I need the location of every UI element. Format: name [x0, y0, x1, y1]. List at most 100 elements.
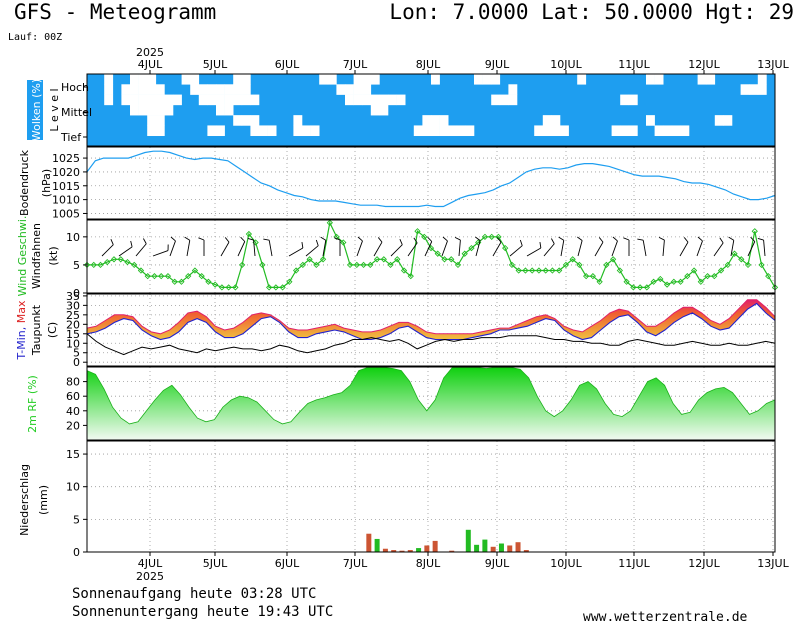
wind-barb-tick [247, 237, 254, 241]
cloud-gap-cell [370, 94, 380, 106]
cloud-gap-cell [413, 125, 423, 137]
rh-ylabel: 2m RF (%) [26, 375, 39, 433]
wind-barb-tick [413, 237, 418, 244]
precip-bar [391, 550, 397, 552]
cloud-gap-cell [370, 74, 380, 85]
wind-barb-tick [658, 237, 665, 241]
cloud-gap-cell [224, 94, 234, 106]
cloud-gap-cell [259, 125, 268, 137]
cloud-gap-cell [714, 115, 724, 126]
wind-barb [220, 241, 230, 257]
wind-speed-marker [677, 278, 684, 285]
wind-speed-marker [414, 228, 421, 235]
temperature-range-fill [87, 299, 775, 340]
cloud-gap-cell [482, 74, 492, 85]
wind-speed-marker [515, 267, 522, 274]
cloud-gap-cell [474, 74, 483, 85]
precip-bar [382, 548, 388, 552]
bottom-day-label: 5JUL [203, 557, 228, 570]
bottom-day-label: 10JUL [550, 557, 582, 570]
wind-barb [747, 241, 756, 257]
cloud-gap-cell [456, 125, 466, 137]
wind-speed-marker [650, 278, 657, 285]
wind-speed-marker [475, 239, 482, 246]
top-year-label: 2025 [136, 46, 164, 59]
wind-barb [356, 240, 363, 257]
top-day-label: 8JUL [416, 58, 441, 71]
wind-barb [475, 240, 481, 257]
wind-barb-tick [357, 236, 363, 242]
precip-conv-bar [416, 548, 422, 552]
cloud-gap-cell [130, 104, 139, 116]
cloud-gap-cell [241, 74, 251, 85]
wind-barb-tick [320, 236, 327, 241]
cloud-gap-cell [293, 115, 303, 126]
tmax-label-part: Max [15, 300, 28, 327]
cloud-gap-cell [646, 115, 655, 126]
panel-frame [86, 293, 776, 367]
wind-speed-marker [286, 278, 293, 285]
wind-barb [101, 244, 114, 257]
wind-barb [611, 240, 618, 257]
cloud-gap-cell [216, 84, 225, 95]
precip-bar [366, 533, 372, 552]
cloud-gap-cell [233, 115, 243, 126]
wind-speed-marker [164, 273, 172, 280]
cloud-gap-cell [379, 104, 389, 116]
wind-speed-marker [178, 278, 185, 285]
y-tick-label: 15 [66, 448, 80, 461]
cloud-gap-cell [345, 94, 354, 106]
wind-barb [594, 241, 604, 257]
wind-speed-marker [131, 261, 138, 269]
temperature-unit: (C) [46, 322, 59, 338]
wind-speed-marker [279, 284, 286, 291]
cloud-gap-cell [439, 115, 449, 126]
wind-barb [763, 240, 766, 257]
wind-unit: (kt) [47, 246, 60, 265]
panel-frame [86, 440, 776, 553]
wind-speed-marker [468, 244, 475, 252]
wind-barb [135, 243, 147, 257]
cloud-gap-cell [216, 125, 225, 137]
cloud-gap-cell [757, 74, 767, 85]
wind-barb [253, 240, 256, 257]
cloud-gap-cell [173, 94, 182, 106]
cloud-gap-cell [147, 115, 157, 126]
wind-speed-marker [583, 273, 590, 280]
cloud-gap-cell [216, 104, 225, 116]
cloud-gap-cell [723, 115, 733, 126]
wind-speed-marker [488, 233, 495, 240]
cloud-gap-cell [155, 115, 165, 126]
wind-speed-marker [690, 267, 698, 274]
cloud-gap-cell [336, 84, 346, 95]
cloud-gap-cell [121, 84, 131, 95]
cloud-gap-cell [181, 74, 191, 85]
y-tick-label: 1010 [52, 194, 80, 207]
y-tick-label: 10 [66, 481, 80, 494]
cloud-gap-cell [164, 94, 174, 106]
wind-speed-marker [373, 256, 381, 263]
wind-speed-marker [771, 284, 779, 291]
wind-barb [424, 241, 433, 257]
rh-area [87, 367, 775, 440]
precip-bar [507, 545, 513, 552]
y-tick-label: 10 [66, 337, 80, 350]
wind-barb [305, 245, 319, 257]
wind-barb-tick [240, 236, 246, 242]
wind-barb-tick [110, 239, 114, 245]
cloud-gap-cell [121, 94, 131, 106]
wind-barb-tick [198, 237, 205, 241]
top-day-label: 12JUL [688, 58, 720, 71]
cloud-gap-cell [250, 125, 260, 137]
wind-speed-marker [306, 256, 313, 263]
precip-bar [424, 545, 430, 552]
wind-speed-marker [360, 261, 367, 269]
wind-speed-marker [758, 261, 765, 269]
wind-speed-marker [535, 267, 543, 274]
precip-bar [523, 550, 529, 552]
wind-speed-marker [340, 239, 347, 246]
wind-speed-marker [529, 267, 536, 274]
precip-bar [515, 542, 521, 552]
wind-speed-marker [670, 278, 677, 285]
